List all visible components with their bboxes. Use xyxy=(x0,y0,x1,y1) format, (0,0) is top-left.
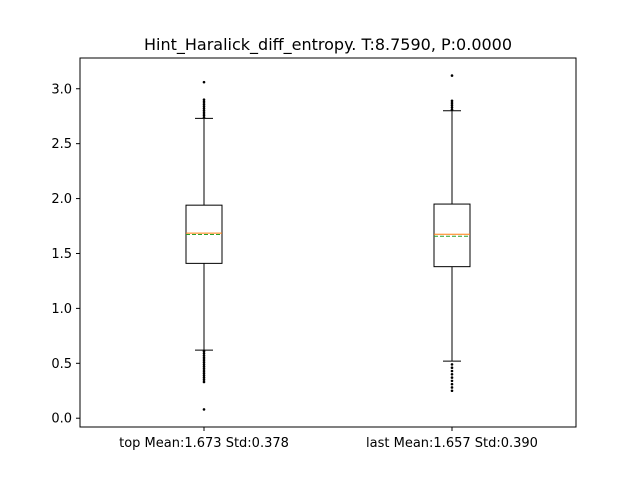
outlier-point xyxy=(202,356,206,360)
y-tick-label: 1.0 xyxy=(51,302,72,317)
outlier-point xyxy=(202,363,206,366)
outlier-point xyxy=(450,106,454,109)
x-tick-label: top Mean:1.673 Std:0.378 xyxy=(119,436,289,451)
outlier-point xyxy=(450,379,454,383)
outlier-point xyxy=(450,386,454,389)
outlier-point xyxy=(450,363,454,366)
outlier-point xyxy=(202,109,206,113)
outlier-point xyxy=(450,101,454,105)
outlier-point xyxy=(202,376,206,379)
outlier-point xyxy=(202,371,206,375)
outlier-point xyxy=(202,365,206,368)
y-tick-label: 2.0 xyxy=(51,192,72,207)
outlier-point xyxy=(202,105,206,108)
outlier-point xyxy=(202,111,206,115)
outlier-point xyxy=(202,107,206,110)
outlier-point xyxy=(450,108,454,111)
y-tick-label: 0.5 xyxy=(51,357,72,372)
outlier-point xyxy=(202,408,206,411)
y-tick-label: 1.5 xyxy=(51,247,72,262)
outlier-point xyxy=(202,354,206,357)
outlier-point xyxy=(202,116,206,119)
outlier-point xyxy=(202,378,206,382)
outlier-point xyxy=(450,74,454,77)
outlier-point xyxy=(450,366,454,369)
outlier-point xyxy=(450,389,454,393)
outlier-point xyxy=(202,367,206,371)
chart-title: Hint_Haralick_diff_entropy. T:8.7590, P:… xyxy=(144,35,512,55)
outlier-point xyxy=(202,380,206,384)
iqr-box xyxy=(433,203,471,268)
y-tick-label: 0.0 xyxy=(51,412,72,427)
outlier-point xyxy=(202,102,206,106)
x-tick-label: last Mean:1.657 Std:0.390 xyxy=(366,436,538,451)
outlier-point xyxy=(450,376,454,379)
outlier-point xyxy=(202,98,206,102)
outlier-point xyxy=(202,113,206,117)
outlier-point xyxy=(450,372,454,376)
outlier-point xyxy=(202,352,206,355)
plot-area: 0.0 0.5 1.0 1.5 2.0 2.5 3.0 top Mean:1.673 Std:… xyxy=(51,74,538,451)
outlier-point xyxy=(450,369,454,373)
y-tick-label: 2.5 xyxy=(51,137,72,152)
outlier-point xyxy=(202,369,206,373)
outlier-point xyxy=(202,360,206,364)
y-tick-label: 3.0 xyxy=(51,82,72,97)
outlier-point xyxy=(450,382,454,386)
outlier-point xyxy=(202,374,206,377)
outlier-point xyxy=(450,99,454,103)
plot-frame xyxy=(79,57,577,428)
outlier-point xyxy=(202,80,206,84)
outlier-point xyxy=(202,349,206,353)
outlier-point xyxy=(450,103,454,107)
outlier-point xyxy=(202,358,206,362)
outlier-point xyxy=(202,100,206,104)
